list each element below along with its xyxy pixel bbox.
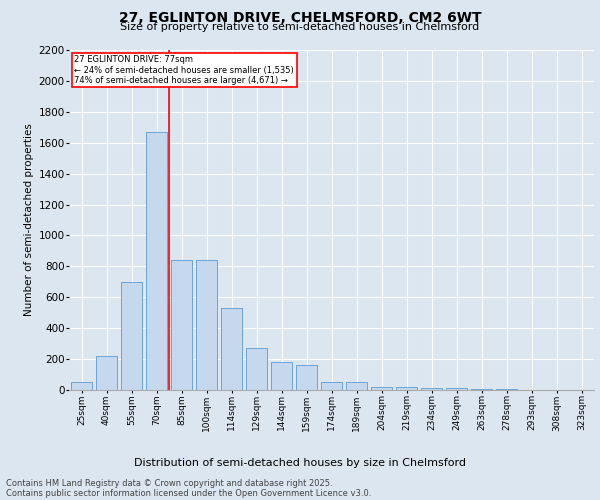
Bar <box>396 387 417 390</box>
Bar <box>271 362 292 390</box>
Bar <box>471 389 492 390</box>
Bar <box>71 382 92 390</box>
Bar <box>196 260 217 390</box>
Text: 27, EGLINTON DRIVE, CHELMSFORD, CM2 6WT: 27, EGLINTON DRIVE, CHELMSFORD, CM2 6WT <box>119 11 481 25</box>
Text: 27 EGLINTON DRIVE: 77sqm
← 24% of semi-detached houses are smaller (1,535)
74% o: 27 EGLINTON DRIVE: 77sqm ← 24% of semi-d… <box>74 55 294 85</box>
Bar <box>346 382 367 390</box>
Bar <box>296 366 317 390</box>
Text: Size of property relative to semi-detached houses in Chelmsford: Size of property relative to semi-detach… <box>121 22 479 32</box>
Text: Distribution of semi-detached houses by size in Chelmsford: Distribution of semi-detached houses by … <box>134 458 466 468</box>
Bar <box>496 389 517 390</box>
Bar <box>96 356 117 390</box>
Y-axis label: Number of semi-detached properties: Number of semi-detached properties <box>25 124 34 316</box>
Bar <box>446 388 467 390</box>
Bar <box>321 382 342 390</box>
Text: Contains public sector information licensed under the Open Government Licence v3: Contains public sector information licen… <box>6 489 371 498</box>
Bar <box>171 260 192 390</box>
Bar <box>371 387 392 390</box>
Text: Contains HM Land Registry data © Crown copyright and database right 2025.: Contains HM Land Registry data © Crown c… <box>6 479 332 488</box>
Bar <box>246 348 267 390</box>
Bar <box>121 282 142 390</box>
Bar <box>221 308 242 390</box>
Bar <box>146 132 167 390</box>
Bar <box>421 388 442 390</box>
